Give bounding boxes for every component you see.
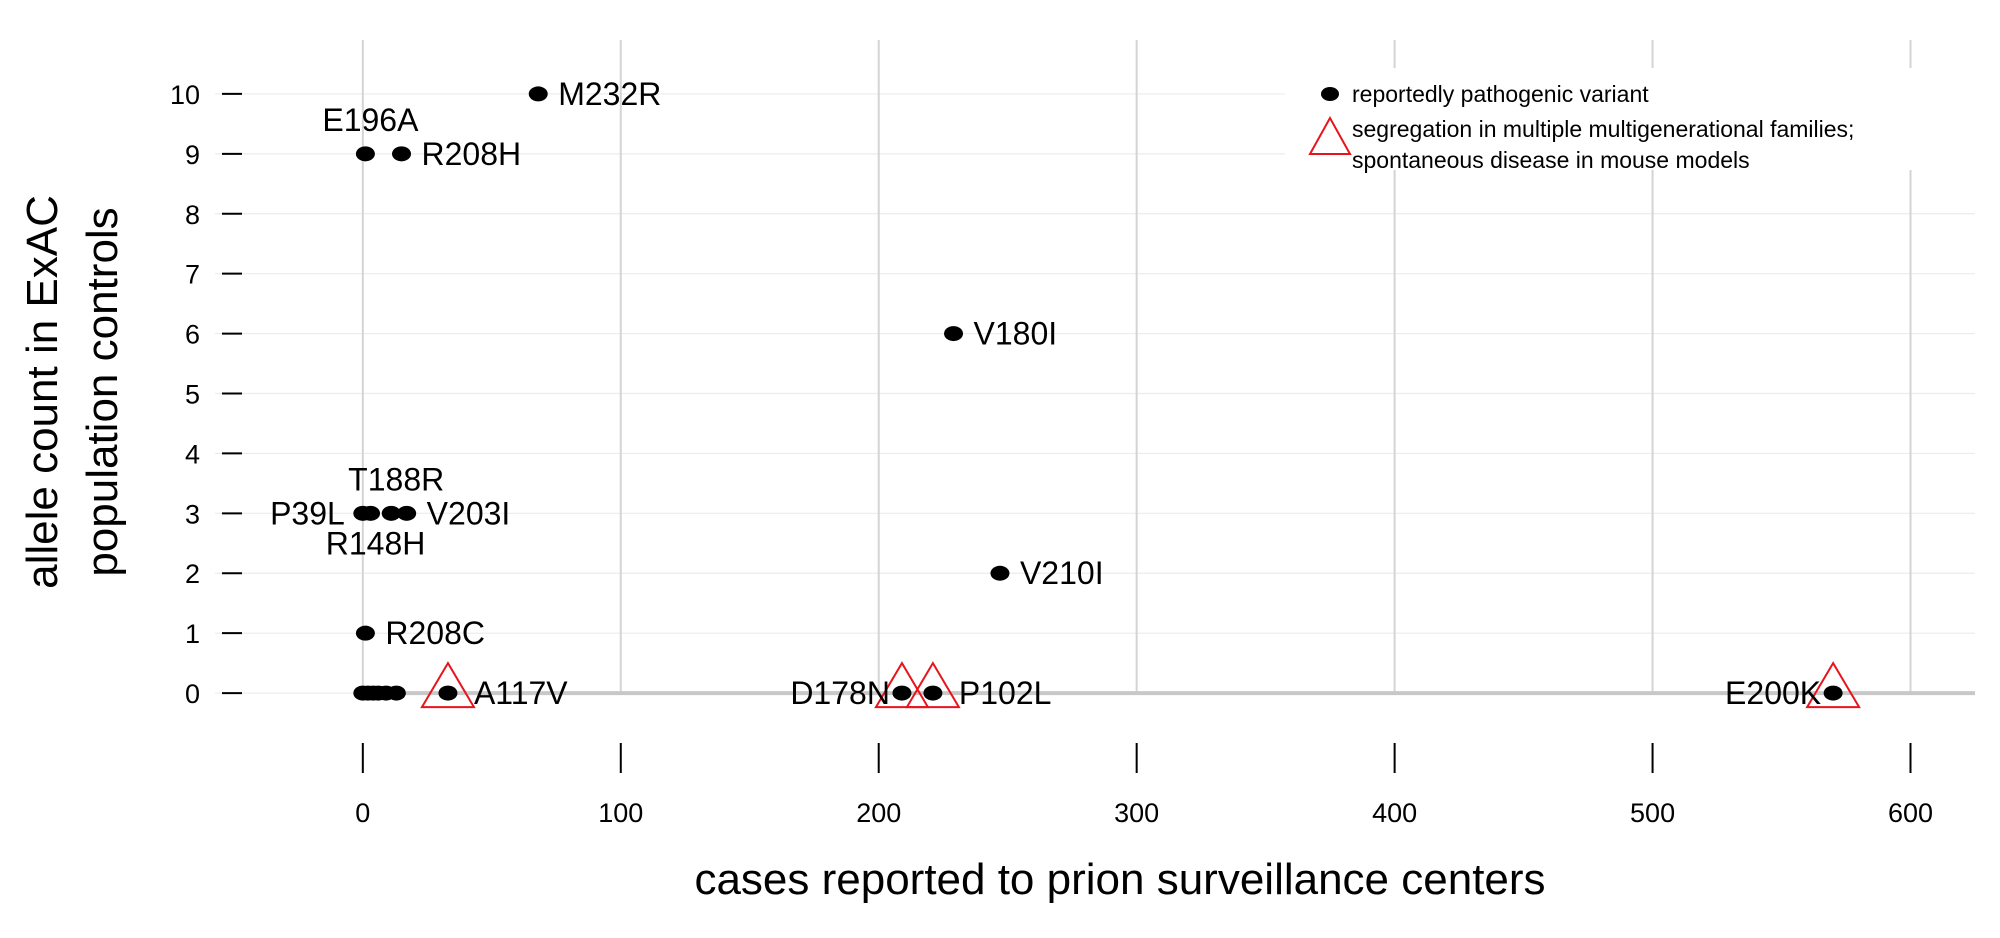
- y-tick-label: 0: [185, 679, 200, 709]
- y-axis-title: allele count in ExAC population controls: [18, 195, 127, 589]
- data-point: [1823, 685, 1843, 701]
- point-label: V210I: [1020, 555, 1104, 591]
- y-tick-label: 1: [185, 619, 200, 649]
- data-point: [990, 565, 1010, 581]
- legend-label-pathogenic: reportedly pathogenic variant: [1352, 81, 1649, 107]
- data-point: [944, 326, 964, 342]
- triangle-marker: [874, 661, 930, 709]
- data-point: [355, 146, 375, 162]
- data-point: [392, 146, 412, 162]
- point-label: E200K: [1725, 675, 1821, 711]
- y-tick-label: 3: [185, 499, 200, 529]
- data-point: [381, 505, 401, 521]
- point-label: P39L: [270, 495, 345, 531]
- point-label: R208H: [422, 136, 522, 172]
- point-label: T188R: [348, 461, 444, 497]
- legend-marker-triangle: [1308, 115, 1352, 155]
- legend-label-segregation-line-1: segregation in multiple multigenerationa…: [1352, 116, 1854, 142]
- data-point: [355, 625, 375, 641]
- y-tick-label: 9: [185, 140, 200, 170]
- data-point: [438, 685, 458, 701]
- legend-label-segregation-line-2: spontaneous disease in mouse models: [1352, 147, 1750, 173]
- point-label: R208C: [385, 615, 485, 651]
- x-tick-label: 500: [1630, 798, 1675, 828]
- x-tick-label: 100: [598, 798, 643, 828]
- data-points: [353, 86, 1861, 709]
- y-tick-label: 8: [185, 200, 200, 230]
- point-label: P102L: [959, 675, 1052, 711]
- point-label: M232R: [558, 76, 661, 112]
- data-point: [528, 86, 548, 102]
- data-point: [386, 685, 406, 701]
- x-axis-title: cases reported to prion surveillance cen…: [694, 855, 1545, 904]
- y-tick-label: 6: [185, 320, 200, 350]
- point-label: D178N: [790, 675, 890, 711]
- point-label: A117V: [474, 675, 568, 711]
- point-label: V203I: [427, 495, 511, 531]
- data-point: [361, 505, 381, 521]
- x-tick-label: 0: [355, 798, 370, 828]
- legend: reportedly pathogenic variant segregatio…: [1308, 81, 1854, 173]
- triangle-marker: [905, 661, 961, 709]
- data-point: [892, 685, 912, 701]
- point-label: V180I: [974, 316, 1058, 352]
- point-label: R148H: [326, 525, 426, 561]
- triangle-marker: [420, 661, 476, 709]
- legend-background: [1285, 68, 2000, 170]
- triangle-marker: [1805, 661, 1861, 709]
- y-tick-label: 10: [170, 80, 200, 110]
- point-label: E196A: [322, 102, 419, 138]
- y-tick-label: 4: [185, 439, 200, 469]
- x-tick-label: 600: [1888, 798, 1933, 828]
- y-axis-title-line-2: population controls: [78, 207, 127, 576]
- data-point: [923, 685, 943, 701]
- y-tick-label: 5: [185, 380, 200, 410]
- y-axis-title-line-1: allele count in ExAC: [18, 195, 67, 589]
- x-tick-label: 400: [1372, 798, 1417, 828]
- x-tick-label: 200: [856, 798, 901, 828]
- x-tick-label: 300: [1114, 798, 1159, 828]
- y-tick-label: 2: [185, 559, 200, 589]
- data-point: [397, 505, 417, 521]
- y-tick-label: 7: [185, 260, 200, 290]
- legend-marker-pathogenic: [1321, 87, 1339, 101]
